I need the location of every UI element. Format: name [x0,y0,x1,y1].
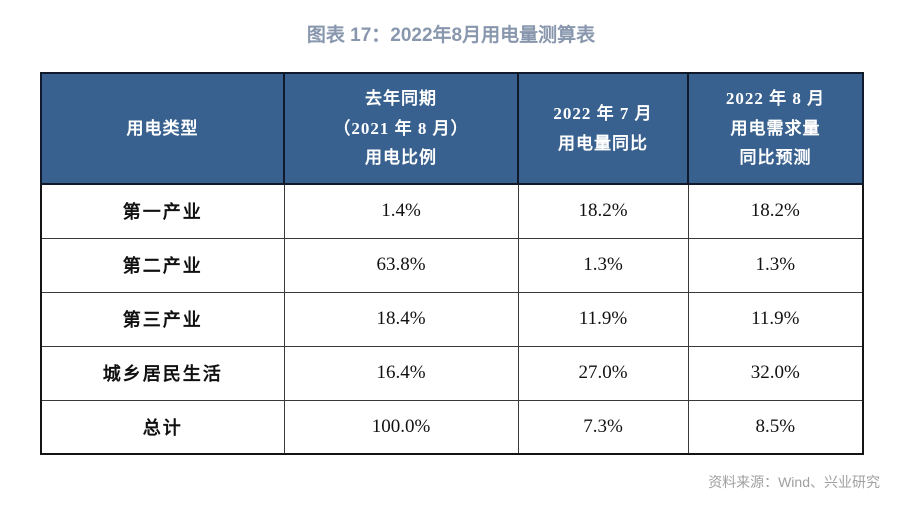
col-header-july-2022-yoy: 2022 年 7 月 用电量同比 [517,72,689,185]
cell-value: 63.8% [283,237,519,293]
row-label: 第二产业 [40,237,285,293]
cell-value: 100.0% [283,399,519,455]
col-header-usage-type: 用电类型 [40,72,285,185]
table-row-total: 总计 100.0% 7.3% 8.5% [40,399,864,455]
row-label: 第三产业 [40,291,285,347]
table-row-secondary-industry: 第二产业 63.8% 1.3% 1.3% [40,237,864,293]
cell-value: 18.4% [283,291,519,347]
cell-value: 18.2% [687,183,864,239]
table-row-tertiary-industry: 第三产业 18.4% 11.9% 11.9% [40,291,864,347]
row-label: 总计 [40,399,285,455]
cell-value: 11.9% [687,291,864,347]
cell-value: 11.9% [517,291,689,347]
cell-value: 7.3% [517,399,689,455]
row-label: 城乡居民生活 [40,345,285,401]
col-header-2021-proportion: 去年同期 （2021 年 8 月） 用电比例 [283,72,519,185]
cell-value: 16.4% [283,345,519,401]
table-row-primary-industry: 第一产业 1.4% 18.2% 18.2% [40,183,864,239]
electricity-consumption-table: 用电类型 去年同期 （2021 年 8 月） 用电比例 2022 年 7 月 用… [40,72,864,455]
col-header-august-2022-forecast: 2022 年 8 月 用电需求量 同比预测 [687,72,864,185]
cell-value: 1.4% [283,183,519,239]
cell-value: 8.5% [687,399,864,455]
cell-value: 18.2% [517,183,689,239]
figure-title: 图表 17：2022年8月用电量测算表 [306,25,596,46]
cell-value: 1.3% [687,237,864,293]
table-row-residential: 城乡居民生活 16.4% 27.0% 32.0% [40,345,864,401]
row-label: 第一产业 [40,183,285,239]
cell-value: 1.3% [517,237,689,293]
cell-value: 32.0% [687,345,864,401]
data-source-note: 资料来源：Wind、兴业研究 [708,474,880,490]
cell-value: 27.0% [517,345,689,401]
table-header-row: 用电类型 去年同期 （2021 年 8 月） 用电比例 2022 年 7 月 用… [40,72,864,185]
